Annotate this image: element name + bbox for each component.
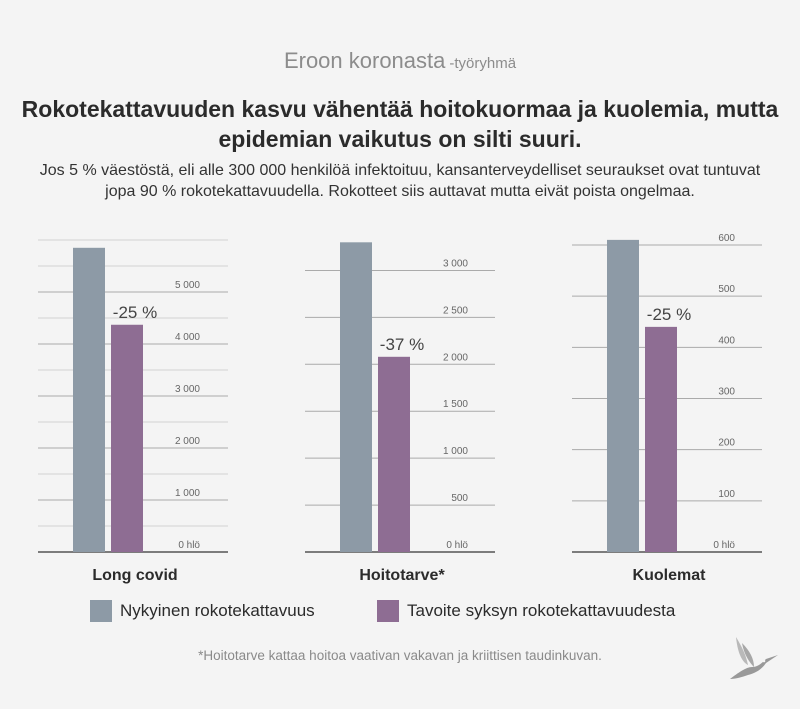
tick-label: 500 <box>451 493 468 504</box>
footnote: *Hoitotarve kattaa hoitoa vaativan vakav… <box>198 648 602 663</box>
tick-label: 600 <box>718 233 735 244</box>
tick-label: 300 <box>718 387 735 398</box>
tick-label: 0 hlö <box>446 540 468 551</box>
tick-label: 2 000 <box>175 436 200 447</box>
organization-name: Eroon koronasta <box>283 48 446 73</box>
change-annotation: -25 % <box>647 305 691 324</box>
tick-label: 0 hlö <box>713 540 735 551</box>
tick-label: 5 000 <box>175 280 200 291</box>
bar-current <box>340 242 372 553</box>
change-annotation: -25 % <box>113 303 157 322</box>
tick-label: 500 <box>718 284 735 295</box>
legend-swatch-target <box>377 600 399 622</box>
legend-label-target: Tavoite syksyn rokotekattavuudesta <box>407 601 676 620</box>
legend-label-current: Nykyinen rokotekattavuus <box>120 601 315 620</box>
tick-label: 1 000 <box>443 446 468 457</box>
tick-label: 4 000 <box>175 332 200 343</box>
organization-suffix: -työryhmä <box>449 55 517 72</box>
change-annotation: -37 % <box>380 335 424 354</box>
tick-label: 100 <box>718 489 735 500</box>
legend: Nykyinen rokotekattavuus Tavoite syksyn … <box>0 600 800 626</box>
subheadline: Jos 5 % väestöstä, eli alle 300 000 henk… <box>39 162 761 200</box>
tick-label: 1 000 <box>175 488 200 499</box>
chart-title: Hoitotarve* <box>359 567 445 584</box>
tick-label: 400 <box>718 335 735 346</box>
bar-target <box>645 326 677 552</box>
tick-label: 2 500 <box>443 305 468 316</box>
headline: Rokotekattavuuden kasvu vähentää hoitoku… <box>21 96 779 152</box>
chart-title: Kuolemat <box>633 567 707 584</box>
charts-area: 0 hlö 1 000 2 000 3 000 4 000 5 000 -25 % Long … <box>38 233 762 584</box>
bar-target <box>378 356 410 552</box>
organization-header: Eroon koronasta -työryhmä <box>0 48 800 74</box>
tick-label: 0 hlö <box>178 540 200 551</box>
chart-title: Long covid <box>92 567 177 584</box>
tick-label: 200 <box>718 438 735 449</box>
tick-label: 3 000 <box>175 384 200 395</box>
bar-current <box>607 239 639 552</box>
legend-item-target: Tavoite syksyn rokotekattavuudesta <box>377 600 675 622</box>
hummingbird-logo-icon <box>730 637 778 679</box>
tick-label: 3 000 <box>443 258 468 269</box>
tick-label: 2 000 <box>443 352 468 363</box>
legend-swatch-current <box>90 600 112 622</box>
bar-target <box>111 324 143 552</box>
tick-label: 1 500 <box>443 399 468 410</box>
legend-item-current: Nykyinen rokotekattavuus <box>90 600 315 622</box>
bar-current <box>73 247 105 553</box>
